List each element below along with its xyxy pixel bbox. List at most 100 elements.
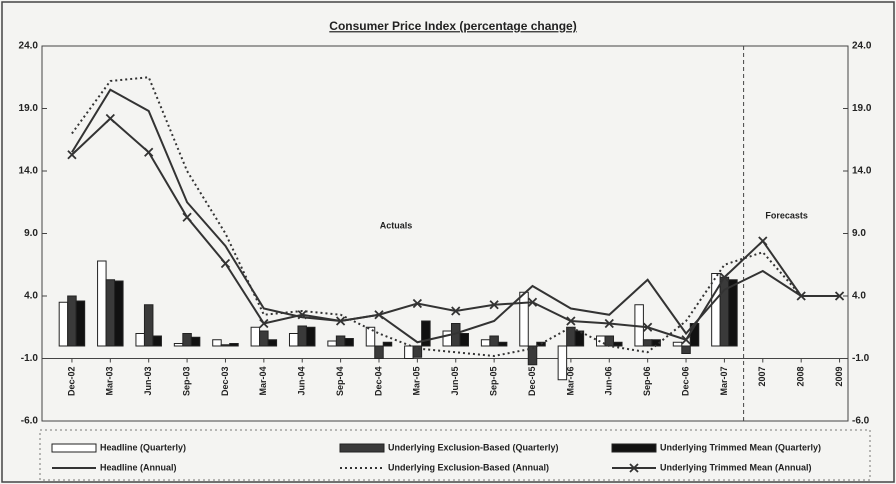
line: [71, 76, 840, 358]
x-tick-label: 2009: [834, 367, 844, 387]
bar: [681, 345, 691, 354]
bar: [143, 304, 154, 347]
bar: [566, 326, 576, 347]
bar: [182, 333, 192, 347]
line-marker: [297, 310, 307, 320]
y2-tick-label: 19.0: [852, 103, 872, 114]
line-marker: [412, 298, 423, 309]
y-tick-label: 9.0: [24, 228, 38, 239]
legend-label: Underlying Trimmed Mean (Annual): [660, 462, 812, 472]
bar: [190, 336, 201, 347]
y2-tick-label: 9.0: [852, 228, 866, 239]
bar: [327, 340, 337, 347]
bar: [135, 333, 145, 347]
bar: [442, 330, 452, 347]
bar: [58, 301, 69, 347]
line-marker: [758, 236, 768, 246]
x-tick-label: Jun-04: [297, 367, 307, 396]
x-tick-label: Jun-05: [450, 367, 460, 396]
bar: [382, 341, 393, 347]
x-tick-label: 2007: [757, 367, 767, 387]
bar: [421, 320, 431, 347]
y-tick-label: 14.0: [19, 166, 39, 177]
x-tick-label: Mar-05: [412, 367, 422, 396]
bar: [335, 335, 346, 347]
line-marker: [834, 291, 845, 301]
bar: [152, 335, 162, 347]
legend-label: Headline (Quarterly): [100, 442, 186, 452]
line-marker: [259, 318, 269, 329]
x-tick-label: Sep-04: [335, 367, 345, 397]
y-tick-label: 4.0: [24, 291, 38, 302]
x-tick-label: Dec-04: [373, 367, 383, 397]
bar: [596, 335, 606, 347]
bar: [267, 339, 278, 347]
legend-box: [39, 429, 871, 481]
bar: [412, 345, 423, 358]
x-tick-label: Mar-03: [105, 367, 115, 396]
legend-label: Underlying Exclusion-Based (Quarterly): [388, 442, 559, 452]
line-marker: [374, 310, 384, 320]
bar: [67, 295, 77, 347]
line-marker: [220, 258, 231, 269]
bar: [259, 330, 269, 347]
bar: [305, 326, 316, 347]
annotation: Forecasts: [765, 210, 808, 220]
bar: [105, 279, 116, 347]
y2-tick-label: 14.0: [852, 166, 872, 177]
legend-swatch: [611, 443, 657, 453]
line-marker: [527, 297, 538, 307]
line-marker: [643, 322, 653, 332]
y2-tick-label: 4.0: [852, 291, 866, 302]
line-marker: [335, 316, 346, 326]
bar: [497, 341, 508, 347]
x-tick-label: Mar-06: [565, 367, 575, 396]
x-tick-label: Mar-07: [719, 367, 729, 396]
bar: [374, 345, 384, 359]
line-marker: [182, 212, 192, 222]
line-marker: [489, 300, 499, 310]
y-tick-label: 19.0: [19, 103, 39, 114]
legend-label: Underlying Exclusion-Based (Annual): [388, 462, 549, 472]
bar: [404, 345, 414, 359]
bar: [365, 326, 376, 347]
line-marker: [796, 291, 806, 301]
y-tick-label: -1.0: [21, 353, 39, 364]
legend-label: Headline (Annual): [100, 462, 177, 472]
bar: [344, 338, 354, 347]
bar: [97, 260, 107, 347]
annotation: Actuals: [380, 220, 413, 230]
bar: [114, 280, 124, 347]
bar: [574, 330, 585, 347]
x-tick-label: Mar-04: [258, 367, 268, 396]
legend-marker: [629, 463, 639, 473]
x-tick-label: Sep-05: [489, 367, 499, 397]
bar: [173, 343, 184, 347]
x-tick-label: Jun-03: [143, 367, 153, 396]
bar: [604, 335, 615, 347]
y-tick-label: -6.0: [21, 416, 39, 427]
bar: [75, 300, 86, 347]
line-marker: [604, 318, 614, 329]
bar: [459, 333, 469, 347]
x-tick-label: Dec-05: [527, 367, 537, 397]
bar: [212, 339, 222, 347]
bar: [297, 325, 307, 347]
bar: [229, 343, 239, 347]
chart-title: Consumer Price Index (percentage change): [329, 19, 576, 33]
bar: [613, 341, 623, 347]
bar: [536, 341, 546, 347]
bar: [250, 326, 261, 347]
x-tick-label: Sep-03: [181, 367, 191, 397]
x-tick-label: Dec-02: [66, 367, 76, 397]
bar: [642, 339, 653, 347]
line-marker: [67, 150, 77, 160]
line-marker: [105, 113, 115, 124]
bar: [220, 344, 231, 347]
x-tick-label: Sep-06: [642, 367, 652, 397]
x-tick-label: Dec-06: [680, 367, 690, 397]
line-marker: [144, 147, 154, 157]
line: [71, 88, 840, 344]
